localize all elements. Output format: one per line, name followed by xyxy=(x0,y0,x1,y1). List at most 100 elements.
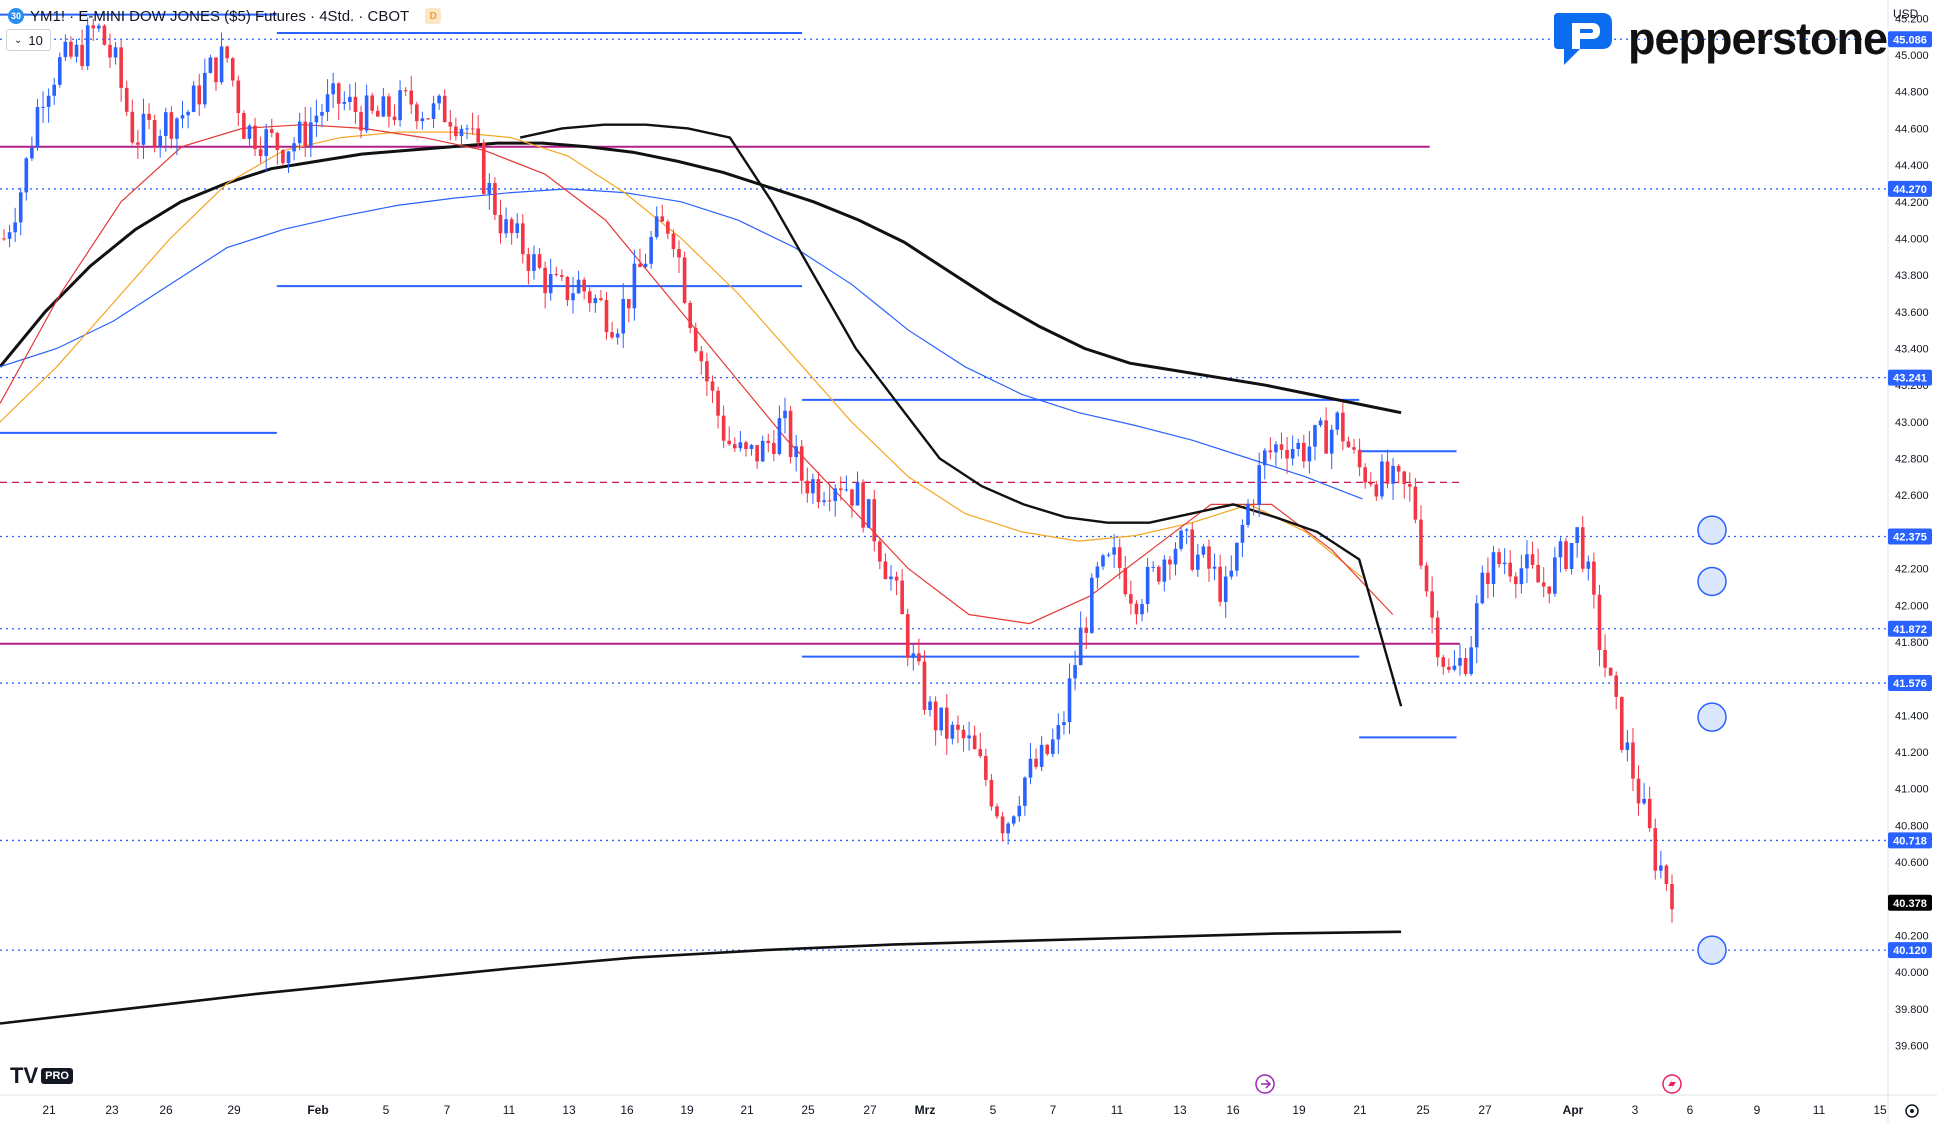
candle xyxy=(621,283,626,348)
candle xyxy=(1513,572,1518,599)
price-label-box[interactable] xyxy=(1888,369,1932,386)
candle xyxy=(615,328,620,345)
candle xyxy=(437,94,441,111)
candle xyxy=(325,79,330,122)
candle xyxy=(2,229,6,241)
candle xyxy=(504,207,508,238)
candle-body xyxy=(219,46,224,83)
candle-body xyxy=(816,479,821,503)
candle-body xyxy=(1603,649,1607,668)
candle-body xyxy=(1290,448,1295,459)
candle-body xyxy=(1324,420,1328,454)
candle-body xyxy=(1463,658,1468,674)
price-label-box[interactable] xyxy=(1888,942,1932,959)
candle xyxy=(738,430,743,452)
candle-body xyxy=(861,482,865,528)
candle-body xyxy=(465,128,469,130)
candle xyxy=(1095,561,1100,589)
candle xyxy=(1408,472,1412,502)
candle-body xyxy=(1279,444,1284,450)
candle xyxy=(565,276,570,306)
candle xyxy=(1134,600,1139,625)
candle xyxy=(1452,650,1457,672)
candle xyxy=(900,568,904,615)
candle xyxy=(481,139,486,197)
time-tick-label: 15 xyxy=(1873,1103,1887,1117)
price-label-box[interactable] xyxy=(1888,832,1932,849)
price-label-box[interactable] xyxy=(1888,528,1932,545)
candle xyxy=(610,321,614,340)
data-delay-badge[interactable]: D xyxy=(425,8,442,24)
candle xyxy=(426,117,430,120)
candle xyxy=(1363,463,1367,489)
candle xyxy=(1084,617,1089,650)
target-circle-marker[interactable] xyxy=(1697,935,1727,965)
candle xyxy=(1179,527,1183,552)
price-label-box[interactable] xyxy=(1888,675,1932,692)
candle-body xyxy=(699,351,704,362)
candle xyxy=(113,41,118,65)
candle-body xyxy=(30,147,34,159)
candle-body xyxy=(844,489,849,491)
candle-body xyxy=(822,500,826,503)
price-tick-label: 41.000 xyxy=(1895,784,1929,796)
symbol-title[interactable]: YM1! · E-MINI DOW JONES ($5) Futures · 4… xyxy=(30,7,410,25)
candle-body xyxy=(392,116,397,121)
price-label-box[interactable] xyxy=(1888,180,1932,197)
candle xyxy=(1380,454,1384,500)
replay-icon[interactable] xyxy=(1255,1074,1275,1094)
candle xyxy=(1474,595,1479,664)
symbol-header[interactable]: 30 YM1! · E-MINI DOW JONES ($5) Futures … xyxy=(8,6,442,26)
candle-body xyxy=(214,57,218,83)
flash-icon[interactable] xyxy=(1662,1074,1682,1094)
moving-average-line-1 xyxy=(0,188,1363,500)
price-label-box[interactable] xyxy=(1888,31,1932,48)
candle-body xyxy=(599,298,603,300)
candle-body xyxy=(710,381,715,391)
candle-body xyxy=(353,96,358,112)
candle-body xyxy=(1486,572,1490,585)
candle xyxy=(314,99,319,137)
symbol-badge: 30 xyxy=(8,8,24,24)
price-tick-label: 41.200 xyxy=(1895,747,1929,759)
candle xyxy=(805,467,810,503)
candle-body xyxy=(1452,665,1457,670)
candle xyxy=(967,721,971,751)
candle-body xyxy=(1441,657,1446,667)
time-tick-label: 21 xyxy=(42,1103,56,1117)
candle xyxy=(1106,552,1111,558)
candle-body xyxy=(403,90,408,92)
candle xyxy=(1441,654,1446,675)
candle xyxy=(487,173,492,210)
time-tick-label: 19 xyxy=(1292,1103,1306,1117)
candle-body xyxy=(1151,566,1155,568)
candle-body xyxy=(74,44,79,57)
replay-icon-arrow xyxy=(1261,1079,1272,1089)
candle-body xyxy=(1156,566,1161,582)
settings-icon[interactable] xyxy=(1905,1104,1919,1118)
currency-label[interactable]: USD xyxy=(1893,7,1919,21)
candle xyxy=(1056,713,1061,754)
candle xyxy=(1346,436,1351,448)
candle xyxy=(1659,850,1663,879)
target-circle-marker[interactable] xyxy=(1697,566,1727,597)
candle xyxy=(1541,567,1546,598)
candle xyxy=(515,213,520,239)
candle xyxy=(649,230,653,269)
target-circle-marker[interactable] xyxy=(1697,515,1727,545)
price-label-box[interactable] xyxy=(1888,620,1932,637)
candle-body xyxy=(554,274,559,276)
candle xyxy=(643,253,648,269)
target-circle-marker[interactable] xyxy=(1697,702,1727,732)
indicator-collapse-toggle[interactable]: ⌄ 10 xyxy=(6,29,51,51)
tradingview-logo-icon[interactable]: TV PRO xyxy=(10,1063,73,1089)
candle-body xyxy=(827,500,832,502)
candle xyxy=(175,117,179,156)
candle xyxy=(744,440,748,457)
price-tick-label: 44.400 xyxy=(1895,160,1929,172)
candle xyxy=(1257,452,1261,517)
price-label-box[interactable] xyxy=(1888,894,1932,911)
candle xyxy=(1447,658,1451,673)
candle-body xyxy=(409,90,414,105)
